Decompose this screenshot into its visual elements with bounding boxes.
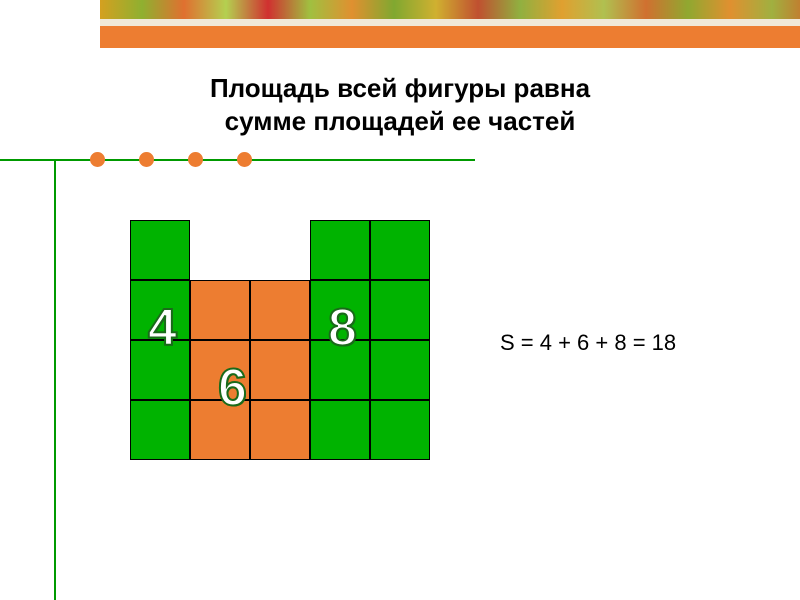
grid-cell — [310, 400, 370, 460]
decorative-dot — [237, 152, 252, 167]
decorative-dots — [90, 152, 252, 167]
figure-number-label: 8 — [328, 302, 357, 354]
figure-grid: 46 8 — [130, 220, 430, 460]
banner-light-stripe — [100, 19, 800, 26]
grid-cell — [130, 400, 190, 460]
grid-cell — [370, 280, 430, 340]
grid-cell — [370, 220, 430, 280]
grid-cell — [250, 280, 310, 340]
grid-cell — [250, 400, 310, 460]
grid-cell — [370, 400, 430, 460]
vertical-rule — [54, 159, 56, 600]
decorative-dot — [90, 152, 105, 167]
grid-cell — [250, 340, 310, 400]
decorative-dot — [188, 152, 203, 167]
title-line-1: Площадь всей фигуры равна — [0, 72, 800, 105]
decorative-dot — [139, 152, 154, 167]
slide-title: Площадь всей фигуры равна сумме площадей… — [0, 72, 800, 137]
banner-orange-stripe — [100, 26, 800, 48]
title-line-2: сумме площадей ее частей — [0, 105, 800, 138]
area-formula: S = 4 + 6 + 8 = 18 — [500, 330, 676, 356]
top-banner — [100, 0, 800, 48]
grid-cell — [130, 220, 190, 280]
figure-number-label: 4 — [148, 302, 177, 354]
grid-cell — [370, 340, 430, 400]
banner-pattern-stripe — [100, 0, 800, 19]
grid-cell — [190, 280, 250, 340]
figure-number-label: 6 — [218, 362, 247, 414]
grid-cell — [310, 220, 370, 280]
